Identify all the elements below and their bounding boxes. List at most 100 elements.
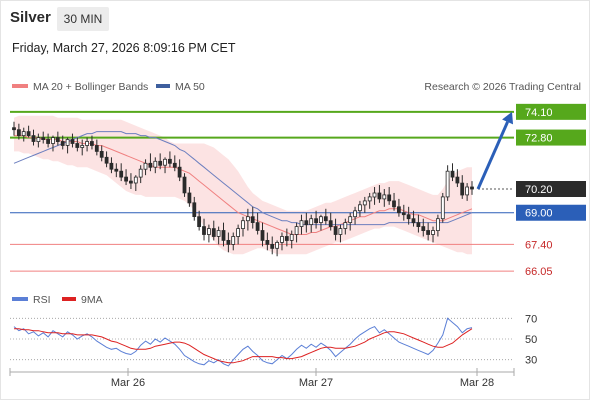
level-label-box [516,204,586,221]
rsi-line [13,317,473,367]
candle-body [148,162,153,168]
candle-body [94,145,99,152]
x-axis-label: Mar 26 [111,377,145,389]
candle-body [31,135,36,142]
candle-body [158,160,163,166]
candle-body [119,170,124,178]
main-plot: 74.10 72.80 70.20 69.00 67.40 66.05 [10,103,586,278]
candle-body [197,216,202,227]
candle-body [16,129,21,136]
candle-body [445,170,450,198]
candle-body [411,218,416,224]
copyright-credit: Research © 2026 Trading Central [424,81,581,93]
rsi-ma-legend-swatch [62,297,76,301]
candle-body [167,158,172,164]
candle-body [177,166,182,178]
bollinger-band [14,115,472,255]
candle-body [46,139,50,144]
timeframe-button[interactable]: 30 MIN [57,7,109,31]
candle-body [265,239,270,245]
candle-body [26,131,31,137]
candle-body [216,230,221,237]
candle-body [392,200,396,208]
candle-body [367,196,372,202]
ma50-legend-label: MA 50 [175,81,205,93]
candle-body [377,192,382,200]
candle-body [426,230,431,235]
candle-body [128,180,133,184]
candle-body [70,139,75,144]
level-label-box [516,103,586,120]
candle-body [12,127,16,131]
candle-body [289,234,294,241]
candle-body [231,236,236,245]
candle-body [348,216,353,223]
forecast-arrowhead [502,111,514,125]
candle-body [460,182,465,196]
candle-body [280,236,284,243]
candle-body [440,196,445,220]
candle-body [333,226,338,235]
candle-body [36,137,41,143]
rsi-legend-swatch [12,297,28,301]
candle-body [85,141,89,146]
candle-body [41,137,46,141]
candle-body [133,176,138,184]
candle-body [299,220,304,227]
candle-body [314,218,319,224]
candle-body [431,230,435,235]
candle-body [260,230,265,241]
candle-body [294,226,299,235]
candle-body [99,150,104,158]
candle-body [401,212,406,216]
candle-body [163,158,167,166]
candle-body [221,230,226,241]
candle-body [450,170,455,178]
candle-body [421,226,426,232]
candle-body [275,241,280,249]
candle-body [75,143,80,148]
candle-body [51,137,55,144]
candle-body [250,216,255,223]
candle-body [396,206,401,214]
candle-body [206,228,211,235]
candle-body [211,228,216,237]
candle-body [357,204,362,212]
x-axis-label: Mar 28 [460,377,494,389]
rsi-ma-line [14,328,473,364]
candle-body [362,200,367,206]
ma50-legend-swatch [156,84,170,88]
candle-body [328,220,333,227]
rsi-ma-legend-label: 9MA [81,294,103,306]
candle-body [124,176,128,182]
chart-header: Silver 30 MIN [0,0,590,36]
level-label-box [516,181,586,197]
level-label: 67.40 [525,239,553,251]
candle-body [21,131,26,137]
level-label: 69.00 [525,208,553,220]
level-label: 66.05 [525,266,553,278]
candle-body [153,160,158,168]
candle-body [172,162,177,168]
candle-body [241,220,245,229]
candle-body [382,194,387,200]
ma20-legend-label: MA 20 + Bollinger Bands [33,81,148,93]
candle-body [470,186,474,190]
candle-body [202,226,206,235]
candle-body [143,162,148,170]
rsi-tick-label: 50 [525,334,537,346]
ma50-line [13,131,473,226]
x-axis: Mar 26 Mar 27 Mar 28 [9,368,515,389]
candle-body [182,176,187,194]
candle-body [226,239,231,245]
candle-body [304,220,309,226]
candle-body [55,137,60,143]
candle-body [255,222,260,231]
candle-body [65,139,70,146]
chart-datetime: Friday, March 27, 2026 8:09:16 PM CET [12,41,236,55]
rsi-legend-label: RSI [33,294,51,306]
candle-body [109,162,114,170]
candle-body [104,156,109,164]
candle-body [323,216,328,222]
